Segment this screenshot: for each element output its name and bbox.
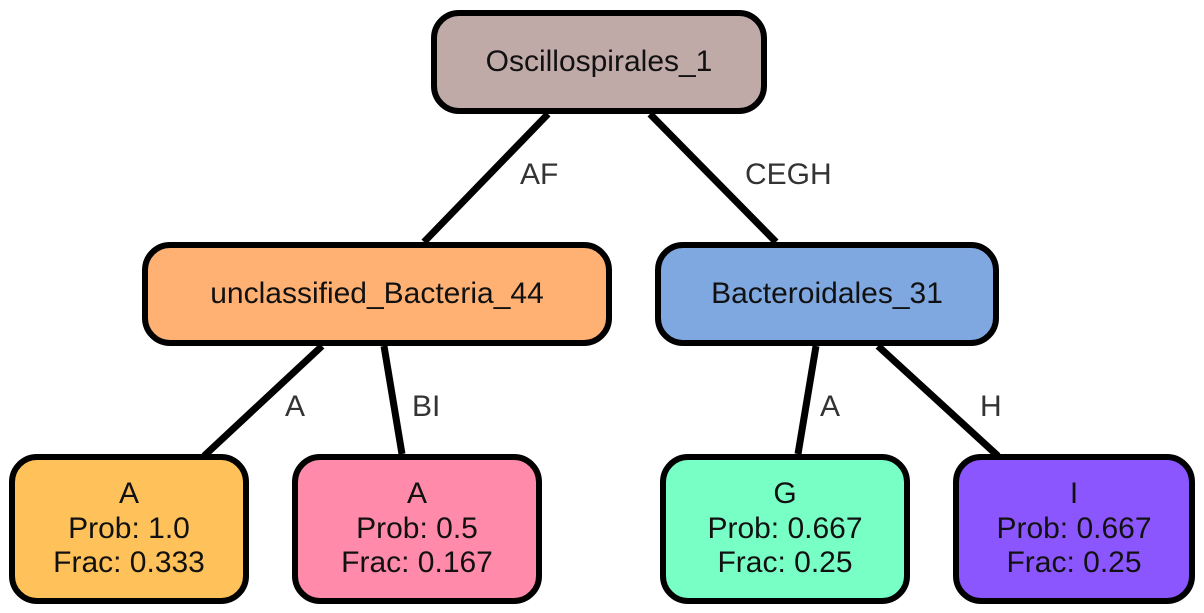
leaf-node-2-frac: Frac: 0.167 <box>341 546 493 580</box>
leaf-node-2-prob: Prob: 0.5 <box>356 511 478 545</box>
edge-label-a-right: A <box>820 390 841 423</box>
edge-root-n31 <box>647 111 779 245</box>
edge-n31-leaf4 <box>875 343 1001 459</box>
leaf-node-1-label: A <box>118 477 139 511</box>
edge-label-a-left: A <box>285 390 306 423</box>
edge-n44-leaf2 <box>380 345 406 455</box>
edge-n44-leaf1 <box>201 343 325 459</box>
edge-label-bi: BI <box>412 390 441 423</box>
leaf-node-4-prob: Prob: 0.667 <box>996 511 1152 545</box>
leaf-node-3: G Prob: 0.667 Frac: 0.25 <box>660 454 910 604</box>
edge-root-n44 <box>421 111 551 245</box>
leaf-node-3-label: G <box>773 477 797 511</box>
leaf-node-1: A Prob: 1.0 Frac: 0.333 <box>9 454 249 604</box>
leaf-node-3-frac: Frac: 0.25 <box>717 546 853 580</box>
leaf-node-1-frac: Frac: 0.333 <box>53 546 205 580</box>
node-root: Oscillospirales_1 <box>431 10 767 114</box>
leaf-node-4-frac: Frac: 0.25 <box>1006 546 1142 580</box>
node-root-label: Oscillospirales_1 <box>485 44 713 78</box>
edge-label-h: H <box>980 390 1002 423</box>
node-unclassified-bacteria-44-label: unclassified_Bacteria_44 <box>210 276 544 310</box>
node-bacteroidales-31: Bacteroidales_31 <box>655 242 999 346</box>
leaf-node-2: A Prob: 0.5 Frac: 0.167 <box>292 454 542 604</box>
leaf-node-1-prob: Prob: 1.0 <box>68 511 190 545</box>
leaf-node-4: I Prob: 0.667 Frac: 0.25 <box>953 454 1195 604</box>
edge-n31-leaf3 <box>794 345 820 455</box>
leaf-node-4-label: I <box>1069 477 1079 511</box>
node-unclassified-bacteria-44: unclassified_Bacteria_44 <box>142 242 612 346</box>
edge-label-cegh: CEGH <box>745 158 832 191</box>
edge-label-af: AF <box>520 158 559 191</box>
leaf-node-2-label: A <box>406 477 427 511</box>
leaf-node-3-prob: Prob: 0.667 <box>707 511 863 545</box>
node-bacteroidales-31-label: Bacteroidales_31 <box>711 276 943 310</box>
